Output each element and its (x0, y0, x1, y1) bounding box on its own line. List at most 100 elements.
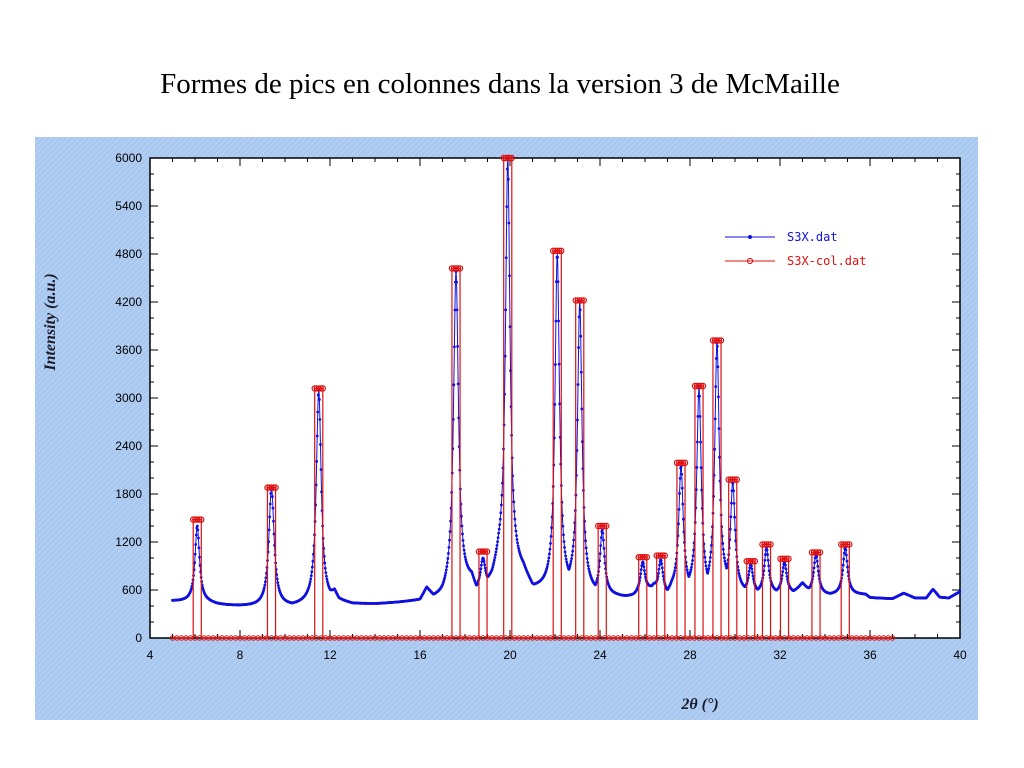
series-s3x-point (514, 529, 518, 533)
series-s3x-point (584, 546, 588, 550)
series-s3x-point (657, 567, 661, 571)
series-s3x-point (271, 495, 274, 498)
y-tick-label: 4200 (115, 295, 142, 309)
series-s3x-point (513, 517, 517, 521)
series-s3x-point (572, 530, 576, 534)
series-s3x-point (480, 560, 484, 564)
series-s3x-point (672, 571, 676, 575)
series-s3x-point (463, 555, 467, 559)
series-s3x-point (268, 502, 272, 506)
series-s3x-col-peak-point (765, 541, 772, 548)
series-s3x-point (325, 574, 328, 578)
series-s3x-point (785, 575, 789, 578)
legend-label: S3X-col.dat (787, 254, 866, 268)
series-s3x-col-peak-point (840, 541, 847, 548)
series-s3x-col-peak-point (508, 154, 515, 162)
series-s3x-point (571, 544, 575, 548)
series-s3x-col-peak-point (697, 382, 705, 390)
series-s3x-point (842, 551, 846, 555)
series-s3x-col-peak-point (550, 247, 557, 255)
series-s3x-col (169, 154, 896, 641)
series-s3x-col-peak-point (779, 555, 786, 562)
series-s3x-point (492, 561, 496, 564)
series-s3x-point (517, 547, 521, 550)
series-s3x-point (512, 500, 516, 504)
series-s3x-point (548, 547, 552, 551)
series-s3x-point (737, 571, 741, 575)
series-s3x-col-peak-point (729, 476, 736, 483)
series-s3x-point (673, 566, 677, 570)
series-s3x-point (601, 531, 605, 535)
series-s3x-point (643, 569, 646, 572)
series-s3x-point (698, 415, 702, 418)
series-s3x-point (494, 553, 497, 557)
series-s3x-point (696, 414, 700, 418)
y-tick-label: 0 (135, 631, 142, 645)
series-s3x-point (194, 543, 198, 546)
series-s3x-col-peak-point (456, 265, 464, 272)
series-s3x-col-peak-point (763, 541, 770, 548)
series-s3x-point (478, 570, 482, 574)
series-s3x-point (715, 344, 719, 348)
series-s3x-point (310, 565, 314, 569)
series-s3x-col-peak-point (812, 549, 820, 556)
series-s3x-point (842, 557, 846, 561)
series-s3x-col-peak-point (731, 476, 738, 483)
series-s3x-point (678, 492, 681, 495)
series-s3x-point (545, 567, 549, 571)
x-tick-label: 16 (413, 648, 427, 662)
series-s3x-point (722, 552, 726, 556)
series-s3x-col-peak-point (196, 516, 203, 523)
series-s3x-point (456, 382, 460, 386)
series-s3x-point (322, 555, 326, 558)
x-tick-label: 8 (237, 648, 244, 662)
series-s3x-col-peak-point (270, 484, 277, 491)
series-s3x-point (557, 362, 561, 366)
series-s3x-col-peak-point (189, 516, 197, 523)
series-s3x-col-peak-point (846, 541, 853, 548)
series-s3x-point (657, 571, 660, 575)
series-s3x-point (267, 528, 271, 532)
series-s3x-point (490, 567, 494, 571)
series-s3x-col-peak-point (785, 555, 792, 562)
series-s3x-point (732, 501, 736, 505)
series-s3x-point (661, 574, 665, 578)
series-s3x-point (576, 418, 579, 422)
series-s3x-point (309, 574, 313, 578)
series-s3x-point (549, 534, 553, 538)
series-s3x-point (457, 416, 461, 420)
series-s3x-point (505, 205, 509, 209)
series-s3x-point (689, 568, 693, 572)
series-s3x-point (495, 544, 499, 547)
series-s3x-point (549, 541, 552, 545)
series-s3x-col-peak-point (475, 548, 483, 555)
series-s3x-point (276, 584, 280, 587)
series-s3x-point (598, 559, 602, 563)
series-s3x-point (482, 557, 485, 561)
series-s3x-point (564, 554, 568, 558)
series-s3x-point (577, 315, 581, 319)
series-s3x-point (445, 565, 449, 568)
series-s3x-point (197, 536, 200, 540)
series-s3x-col-peak-point (725, 476, 732, 483)
legend-marker (748, 235, 752, 239)
series-s3x-point (447, 545, 451, 549)
legend: S3X.dat S3X-col.dat (725, 230, 866, 268)
series-s3x-point (576, 383, 580, 386)
series-s3x-point (812, 571, 815, 574)
series-s3x-col-peak-point (601, 522, 608, 530)
series-s3x-point (325, 577, 329, 581)
series-s3x-col-peak-point (576, 297, 583, 304)
series-s3x-point (639, 568, 643, 572)
series-s3x-point (495, 547, 498, 551)
series-s3x-point (448, 538, 451, 542)
series-s3x-point (503, 354, 507, 358)
series-s3x-col-peak-point (653, 552, 660, 559)
series-s3x-point (580, 440, 584, 443)
series-s3x-point (845, 559, 849, 563)
series-s3x-point (599, 544, 603, 547)
series-s3x-point (546, 562, 550, 566)
series-s3x-point (271, 506, 275, 510)
series-s3x-point (508, 274, 511, 278)
x-tick-label: 12 (323, 648, 337, 662)
